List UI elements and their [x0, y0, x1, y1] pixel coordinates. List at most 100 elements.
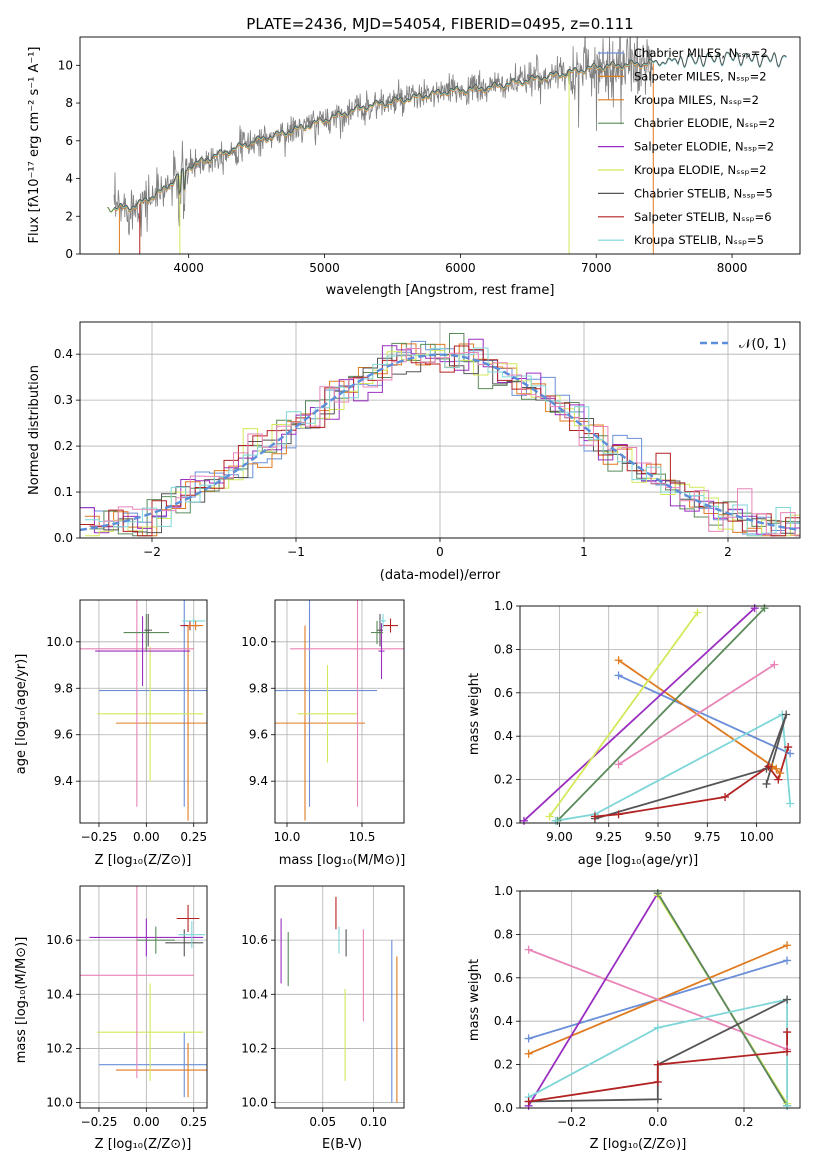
weight-point-marker: [653, 1023, 662, 1032]
spectrum-title: PLATE=2436, MJD=54054, FIBERID=0495, z=0…: [246, 15, 633, 33]
age-vs-mass-panel: 10.0 10.5 9.4 9.6 9.8 10.0: [241, 599, 405, 844]
legend-label: Kroupa MILES, Nₛₛₚ=2: [634, 93, 759, 107]
weight-point-marker: [653, 889, 662, 898]
spectrum-xtick-label: 5000: [309, 261, 340, 275]
weight-vs-age-xtick-label: 9.25: [595, 830, 622, 844]
weight-point-marker: [783, 1028, 792, 1037]
age-vs-mass-ytick-label: 10.0: [241, 635, 268, 649]
age-vs-mass-ytick-label: 9.4: [249, 774, 268, 788]
mass-vs-z-xtick-label: 0.25: [180, 1115, 207, 1129]
spectrum-xtick-label: 6000: [445, 261, 476, 275]
spectrum-frame: [79, 36, 801, 255]
residuals-ytick-label: 0.2: [54, 439, 73, 453]
residuals-ytick-label: 0.1: [54, 485, 73, 499]
weight-series-line: [555, 713, 791, 822]
age-vs-z-ytick-label: 9.4: [54, 774, 73, 788]
mass-vs-z-frame: [79, 885, 208, 1109]
weight-point-marker: [519, 816, 528, 825]
spectrum-ytick-label: 0: [65, 247, 73, 261]
weight-vs-z-panel: −0.2 0.0 0.2 0.0 0.2 0.4 0.6 0.8 1.0: [494, 884, 801, 1129]
weight-series-line: [618, 663, 775, 766]
mass-vs-ebv-panel: 0.05 0.10 10.0 10.2 10.4 10.6: [241, 885, 405, 1129]
weight-point-marker: [693, 608, 702, 617]
age-vs-z-xtick-label: −0.25: [81, 830, 118, 844]
residuals-ylabel: Normed distribution: [27, 365, 42, 495]
spectrum-ylabel: Flux [fλ10⁻¹⁷ erg cm⁻² s⁻¹ A⁻¹]: [27, 47, 42, 244]
weight-vs-age-xtick-label: 9.50: [645, 830, 672, 844]
weight-point-marker: [783, 995, 792, 1004]
mass-vs-ebv-ytick-label: 10.2: [241, 1041, 268, 1055]
weight-point-marker: [524, 945, 533, 954]
age-vs-mass-xtick-label: 10.5: [349, 830, 376, 844]
spectrum-ytick-label: 4: [65, 172, 73, 186]
weight-vs-z-xtick-label: 0.0: [648, 1115, 667, 1129]
mass-vs-z-xtick-label: −0.25: [81, 1115, 118, 1129]
mass-vs-ebv-ytick-label: 10.4: [241, 987, 268, 1001]
weight-point-marker: [774, 775, 783, 784]
residuals-xtick-label: 0: [436, 545, 444, 559]
age-vs-mass-plot-area: [275, 600, 404, 821]
weight-point-marker: [653, 1077, 662, 1086]
weight-vs-age-xtick-label: 10.00: [739, 830, 773, 844]
mass-vs-ebv-plot-area: [280, 896, 398, 1103]
weight-vs-age-panel: 9.00 9.25 9.50 9.75 10.00 0.0 0.2 0.4 0.6 0.8 1.0: [494, 599, 801, 844]
age-vs-z-ytick-label: 9.8: [54, 681, 73, 695]
mass-vs-ebv-frame: [274, 885, 405, 1109]
mass-vs-ebv-xtick-label: 0.10: [360, 1115, 387, 1129]
weight-z-xlabel: Z [log₁₀(Z/Z⊙)]: [590, 1137, 687, 1152]
residuals-frame: [79, 321, 801, 539]
residuals-xtick-label: −1: [287, 545, 305, 559]
legend-label: Salpeter STELIB, Nₛₛₚ=6: [634, 210, 772, 224]
weight-point-marker: [721, 792, 730, 801]
weight-series-line: [548, 611, 699, 818]
weight-vs-z-ytick-label: 0.4: [494, 1014, 513, 1028]
weight-vs-age-ytick-label: 1.0: [494, 599, 513, 613]
mass-vs-z-plot-area: [80, 886, 207, 1098]
weight-point-marker: [653, 1060, 662, 1069]
residual-histogram: [80, 345, 800, 537]
weight-vs-age-xtick-label: 9.00: [546, 830, 573, 844]
weight-vs-z-ytick-label: 1.0: [494, 884, 513, 898]
mass-vs-z-xtick-label: 0.00: [133, 1115, 160, 1129]
weight-point-marker: [783, 1101, 792, 1110]
residual-histogram: [89, 333, 800, 537]
weight-vs-age-ytick-label: 0.0: [494, 816, 513, 830]
weight-point-marker: [524, 1049, 533, 1058]
spectrum-xtick-label: 8000: [717, 261, 748, 275]
weight-point-marker: [614, 810, 623, 819]
age-vs-mass-ytick-label: 9.8: [249, 681, 268, 695]
mass-vs-ebv-xtick-label: 0.05: [309, 1115, 336, 1129]
weight-vs-age-ytick-label: 0.6: [494, 686, 513, 700]
weight-vs-age-ytick-label: 0.4: [494, 729, 513, 743]
weight-vs-z-ytick-label: 0.6: [494, 971, 513, 985]
residual-histogram: [89, 353, 800, 534]
spectrum-panel: 4000 5000 6000 7000 8000 0 2 4 6 8 10 Chabrier MILE…: [58, 36, 801, 275]
weight-point-marker: [784, 743, 793, 752]
spectrum-ytick-label: 8: [65, 96, 73, 110]
age-vs-z-ytick-label: 9.6: [54, 728, 73, 742]
mass-vs-ebv-ytick-label: 10.6: [241, 933, 268, 947]
weight-point-marker: [545, 812, 554, 821]
residual-histogram: [80, 338, 800, 537]
age-mass-xlabel: mass [log₁₀(M/M⊙)]: [279, 853, 406, 868]
weight-point-marker: [776, 769, 785, 778]
weight-point-marker: [770, 660, 779, 669]
legend-label: Kroupa ELODIE, Nₛₛₚ=2: [634, 163, 767, 177]
legend-label: Kroupa STELIB, Nₛₛₚ=5: [634, 233, 764, 247]
weight-vs-z-frame: [519, 890, 801, 1109]
mass-vs-z-ytick-label: 10.2: [46, 1041, 73, 1055]
age-vs-mass-ytick-label: 9.6: [249, 728, 268, 742]
spectrum-plot-area: [107, 37, 787, 254]
model-spectrum: [113, 51, 787, 211]
mass-ebv-xlabel: E(B-V): [322, 1137, 362, 1152]
residuals-ytick-label: 0.3: [54, 393, 73, 407]
weight-vs-z-ytick-label: 0.2: [494, 1058, 513, 1072]
residuals-xtick-label: 2: [724, 545, 732, 559]
weight-point-marker: [590, 812, 599, 821]
weight-series-line: [556, 607, 766, 822]
mass-vs-z-ytick-label: 10.0: [46, 1096, 73, 1110]
spectrum-ytick-label: 6: [65, 134, 73, 148]
residuals-xtick-label: 1: [580, 545, 588, 559]
weight-series-line: [657, 892, 788, 1107]
